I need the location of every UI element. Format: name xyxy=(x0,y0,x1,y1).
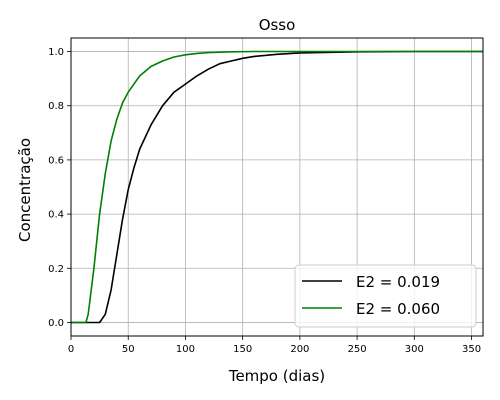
series-layer xyxy=(71,50,483,324)
x-axis-label: Tempo (dias) xyxy=(228,367,325,385)
x-tick-label: 200 xyxy=(290,344,309,355)
chart-title: Osso xyxy=(259,16,296,34)
x-tick-label: 0 xyxy=(68,344,74,355)
y-axis-label: Concentração xyxy=(16,138,34,242)
x-tick-label: 300 xyxy=(405,344,424,355)
y-tick-label: 0.4 xyxy=(48,210,64,221)
y-ticks: 0.0 0.2 0.4 0.6 0.8 1.0 xyxy=(48,47,71,329)
y-tick-label: 0.6 xyxy=(48,155,64,166)
series-line-1 xyxy=(71,50,483,324)
x-tick-label: 250 xyxy=(348,344,367,355)
x-tick-label: 350 xyxy=(462,344,481,355)
series-line-0 xyxy=(71,50,483,324)
x-tick-label: 100 xyxy=(176,344,195,355)
x-tick-label: 50 xyxy=(122,344,135,355)
x-ticks: 0 50 100 150 200 250 300 350 xyxy=(68,336,481,355)
legend-label-e2-0019: E2 = 0.019 xyxy=(356,273,440,291)
y-tick-label: 0.8 xyxy=(48,101,64,112)
y-tick-label: 1.0 xyxy=(48,47,64,58)
legend: E2 = 0.019 E2 = 0.060 xyxy=(294,264,477,328)
plot-frame xyxy=(70,37,484,337)
x-tick-label: 150 xyxy=(233,344,252,355)
y-tick-label: 0.2 xyxy=(48,264,64,275)
y-tick-label: 0.0 xyxy=(48,318,64,329)
legend-label-e2-0060: E2 = 0.060 xyxy=(356,300,440,318)
